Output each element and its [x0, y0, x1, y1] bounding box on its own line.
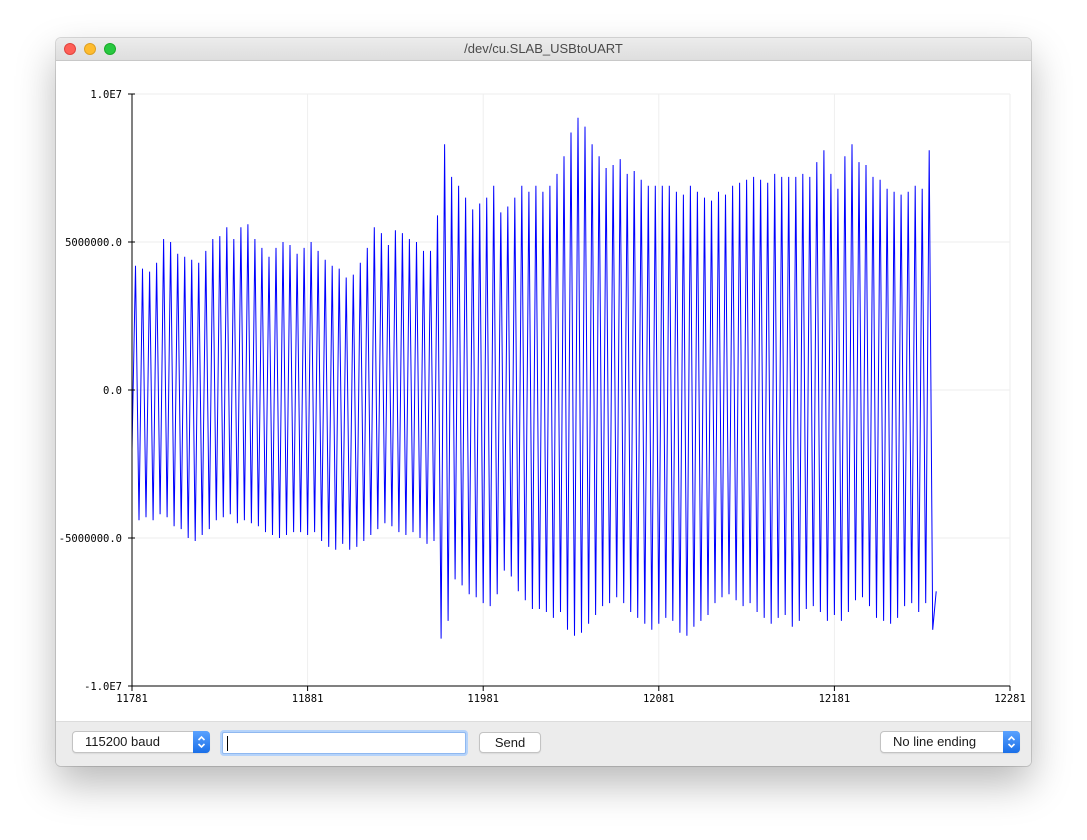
line-ending-select[interactable]: No line ending — [880, 731, 1020, 753]
chevron-up-down-icon — [193, 731, 210, 753]
y-tick-label: 0.0 — [103, 385, 122, 397]
y-tick-label: -5000000.0 — [59, 533, 122, 545]
series-group — [131, 117, 937, 639]
x-tick-label: 11881 — [292, 693, 324, 705]
send-button[interactable]: Send — [479, 732, 541, 753]
axes: 11781 11881 11981 12081 12181 12281 1.0E7 50000… — [59, 89, 1026, 705]
y-tick-label: 1.0E7 — [90, 89, 122, 101]
close-window-button[interactable] — [64, 43, 76, 55]
zoom-window-button[interactable] — [104, 43, 116, 55]
baud-rate-value: 115200 baud — [85, 734, 160, 749]
serial-plotter-window: /dev/cu.SLAB_USBtoUART 11781 11881 11981 12… — [56, 38, 1031, 766]
message-input[interactable] — [222, 732, 466, 754]
series-line — [131, 117, 937, 639]
text-caret — [227, 736, 228, 751]
baud-rate-select[interactable]: 115200 baud — [72, 731, 210, 753]
x-tick-label: 12081 — [643, 693, 675, 705]
y-tick-label: 5000000.0 — [65, 237, 122, 249]
title-bar: /dev/cu.SLAB_USBtoUART — [56, 38, 1031, 61]
chevron-up-down-icon — [1003, 731, 1020, 753]
plot-area: 11781 11881 11981 12081 12181 12281 1.0E7 50000… — [56, 61, 1031, 721]
x-tick-label: 12281 — [994, 693, 1026, 705]
x-tick-label: 11781 — [116, 693, 148, 705]
x-tick-label: 12181 — [819, 693, 851, 705]
serial-plot-chart: 11781 11881 11981 12081 12181 12281 1.0E7 50000… — [59, 89, 1026, 705]
minimize-window-button[interactable] — [84, 43, 96, 55]
control-bar: 115200 baud Send No line ending — [56, 721, 1031, 766]
y-tick-label: -1.0E7 — [84, 681, 122, 693]
x-tick-label: 11981 — [467, 693, 499, 705]
line-ending-value: No line ending — [893, 734, 977, 749]
window-title: /dev/cu.SLAB_USBtoUART — [464, 41, 623, 56]
